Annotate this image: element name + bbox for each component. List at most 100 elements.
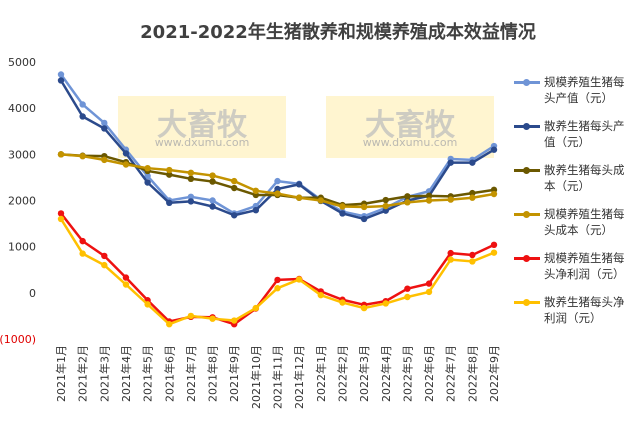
point: [101, 252, 108, 260]
point: [79, 152, 86, 160]
point: [57, 215, 65, 223]
point: [79, 113, 86, 120]
point: [360, 215, 368, 223]
point: [469, 251, 476, 259]
point: [274, 177, 281, 185]
x-tick-label: 2022年3月: [357, 345, 371, 402]
point: [144, 179, 151, 186]
legend-item: 规模养殖生猪每头产值（元）: [512, 74, 630, 118]
point: [274, 285, 281, 292]
watermark: 大畜牧 www.dxumu.com: [118, 96, 286, 158]
watermark-url: www.dxumu.com: [154, 136, 250, 149]
point: [317, 291, 324, 299]
point: [490, 249, 498, 256]
point: [404, 199, 411, 206]
x-tick-label: 2021年11月: [271, 345, 285, 409]
point: [79, 101, 86, 108]
point: [144, 301, 151, 308]
point: [209, 178, 216, 185]
point: [447, 159, 454, 166]
point: [469, 194, 476, 201]
x-tick-label: 2021年9月: [227, 345, 241, 402]
series-line: [60, 212, 495, 326]
y-tick-label: 4000: [8, 102, 36, 115]
point: [144, 172, 151, 180]
point: [317, 197, 324, 204]
legend-label: 规模养殖生猪每头净利润（元）: [544, 251, 625, 281]
point: [122, 274, 130, 281]
point: [144, 164, 151, 172]
watermark: 大畜牧 www.dxumu.com: [326, 96, 494, 158]
point: [166, 321, 173, 328]
legend-item: 散养生猪每头成本（元）: [512, 162, 630, 206]
point: [382, 202, 389, 210]
point: [469, 189, 476, 197]
point: [79, 237, 86, 245]
x-tick-label: 2021年3月: [97, 345, 111, 402]
point: [295, 194, 303, 201]
point: [274, 185, 281, 193]
point: [166, 199, 173, 207]
point: [166, 171, 173, 178]
legend-marker: [523, 211, 530, 218]
point: [57, 151, 65, 158]
legend-marker: [523, 167, 530, 174]
point: [469, 159, 476, 166]
point: [122, 150, 130, 157]
x-tick-label: 2021年8月: [206, 345, 220, 402]
point: [295, 276, 303, 283]
point: [490, 190, 498, 198]
legend-label: 散养生猪每头净利润（元）: [544, 295, 625, 325]
watermark-url: www.dxumu.com: [362, 136, 458, 149]
point: [360, 304, 368, 312]
point: [209, 172, 216, 179]
point: [209, 315, 216, 322]
legend-marker: [523, 255, 530, 262]
y-tick-label: (1000): [0, 333, 36, 346]
point: [382, 300, 389, 307]
point: [382, 207, 389, 214]
point: [425, 288, 433, 296]
point: [209, 203, 216, 210]
point: [295, 181, 303, 188]
point: [469, 258, 476, 265]
point: [209, 197, 216, 204]
point: [339, 299, 346, 306]
point: [425, 280, 433, 287]
point: [382, 196, 389, 204]
point: [447, 249, 454, 257]
point: [166, 166, 173, 174]
x-tick-label: 2021年6月: [162, 345, 176, 402]
legend-marker: [523, 79, 530, 86]
x-tick-label: 2022年6月: [422, 345, 436, 402]
y-tick-label: 5000: [8, 56, 36, 69]
point: [274, 276, 281, 284]
chart-title: 2021-2022年生猪散养和规模养殖成本效益情况: [140, 21, 536, 43]
legend: 规模养殖生猪每头产值（元） 散养生猪每头产值（元） 散养生猪每头成本（元） 规模养殖生…: [512, 74, 630, 338]
point: [447, 196, 454, 203]
point: [404, 193, 411, 200]
x-tick-label: 2021年5月: [141, 345, 155, 402]
point: [57, 77, 65, 84]
watermark-brand: 大畜牧: [157, 108, 247, 143]
legend-marker: [523, 299, 530, 306]
point: [339, 210, 346, 217]
point: [252, 206, 260, 214]
x-tick-label: 2021年7月: [184, 345, 198, 402]
y-tick-label: 3000: [8, 148, 36, 161]
point: [57, 210, 65, 217]
x-tick-label: 2021年1月: [54, 345, 68, 402]
legend-label: 散养生猪每头成本（元）: [544, 163, 625, 193]
point: [101, 125, 108, 132]
point: [231, 212, 238, 219]
x-tick-label: 2022年8月: [465, 345, 479, 402]
y-tick-label: 1000: [8, 241, 36, 254]
legend-item: 规模养殖生猪每头净利润（元）: [512, 250, 630, 294]
legend-label: 散养生猪每头产值（元）: [544, 119, 625, 149]
y-tick-label: 0: [29, 287, 36, 300]
point: [231, 177, 238, 185]
point: [101, 261, 108, 269]
point: [101, 156, 108, 164]
point: [425, 192, 433, 200]
